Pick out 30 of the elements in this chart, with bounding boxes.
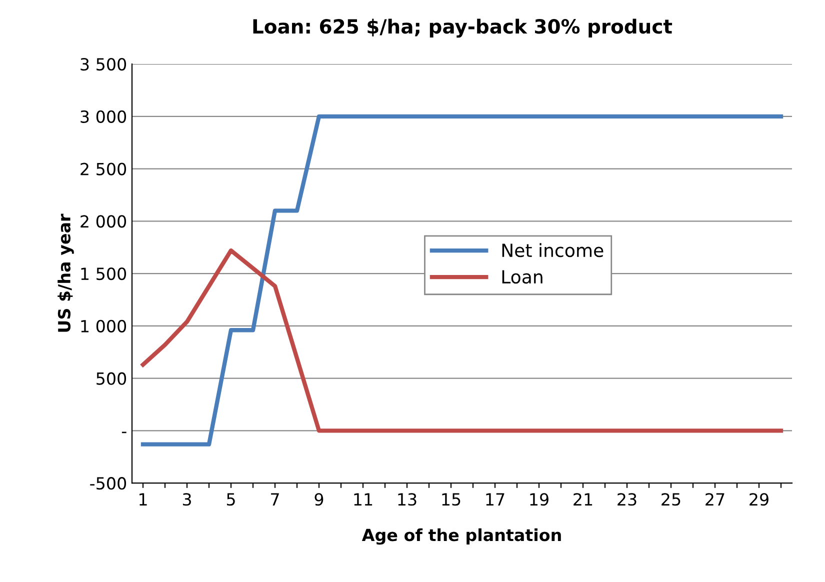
x-tick-label: 27	[706, 493, 724, 506]
chart-title: Loan: 625 $/ha; pay-back 30% product	[253, 18, 672, 38]
legend-label: Net income	[502, 243, 604, 258]
y-tick-label: -	[122, 432, 126, 434]
x-tick-label: 25	[662, 493, 680, 506]
y-tick-label: 1 000	[81, 320, 126, 332]
x-tick-label: 3	[182, 493, 191, 506]
y-tick-label: 2 500	[80, 162, 126, 176]
x-tick-label: 19	[530, 493, 548, 506]
x-tick-label: 7	[271, 493, 279, 506]
x-axis-title: Age of the plantation	[362, 528, 561, 545]
x-tick-label: 11	[354, 493, 372, 506]
x-tick-label: 9	[314, 493, 324, 506]
x-tick-label: 23	[618, 493, 636, 506]
x-tick-label: 15	[442, 493, 460, 506]
y-tick-label: 2 000	[80, 215, 126, 228]
x-tick-label: 17	[486, 493, 504, 506]
y-tick-label: 3 500	[80, 58, 126, 71]
y-tick-label: 500	[96, 372, 126, 385]
y-axis-title: US $/ha year	[58, 214, 74, 332]
x-tick-label: 5	[226, 493, 235, 506]
y-tick-label: 3 000	[80, 110, 126, 123]
x-tick-label: 1	[140, 493, 147, 506]
x-tick-label: 21	[574, 493, 592, 506]
legend-label: Loan	[502, 270, 542, 284]
line-series	[140, 114, 784, 446]
y-tick-label: 1 500	[81, 268, 126, 280]
y-tick-label: -500	[90, 477, 126, 490]
x-tick-label: 29	[750, 493, 768, 506]
x-tick-label: 13	[398, 493, 416, 506]
